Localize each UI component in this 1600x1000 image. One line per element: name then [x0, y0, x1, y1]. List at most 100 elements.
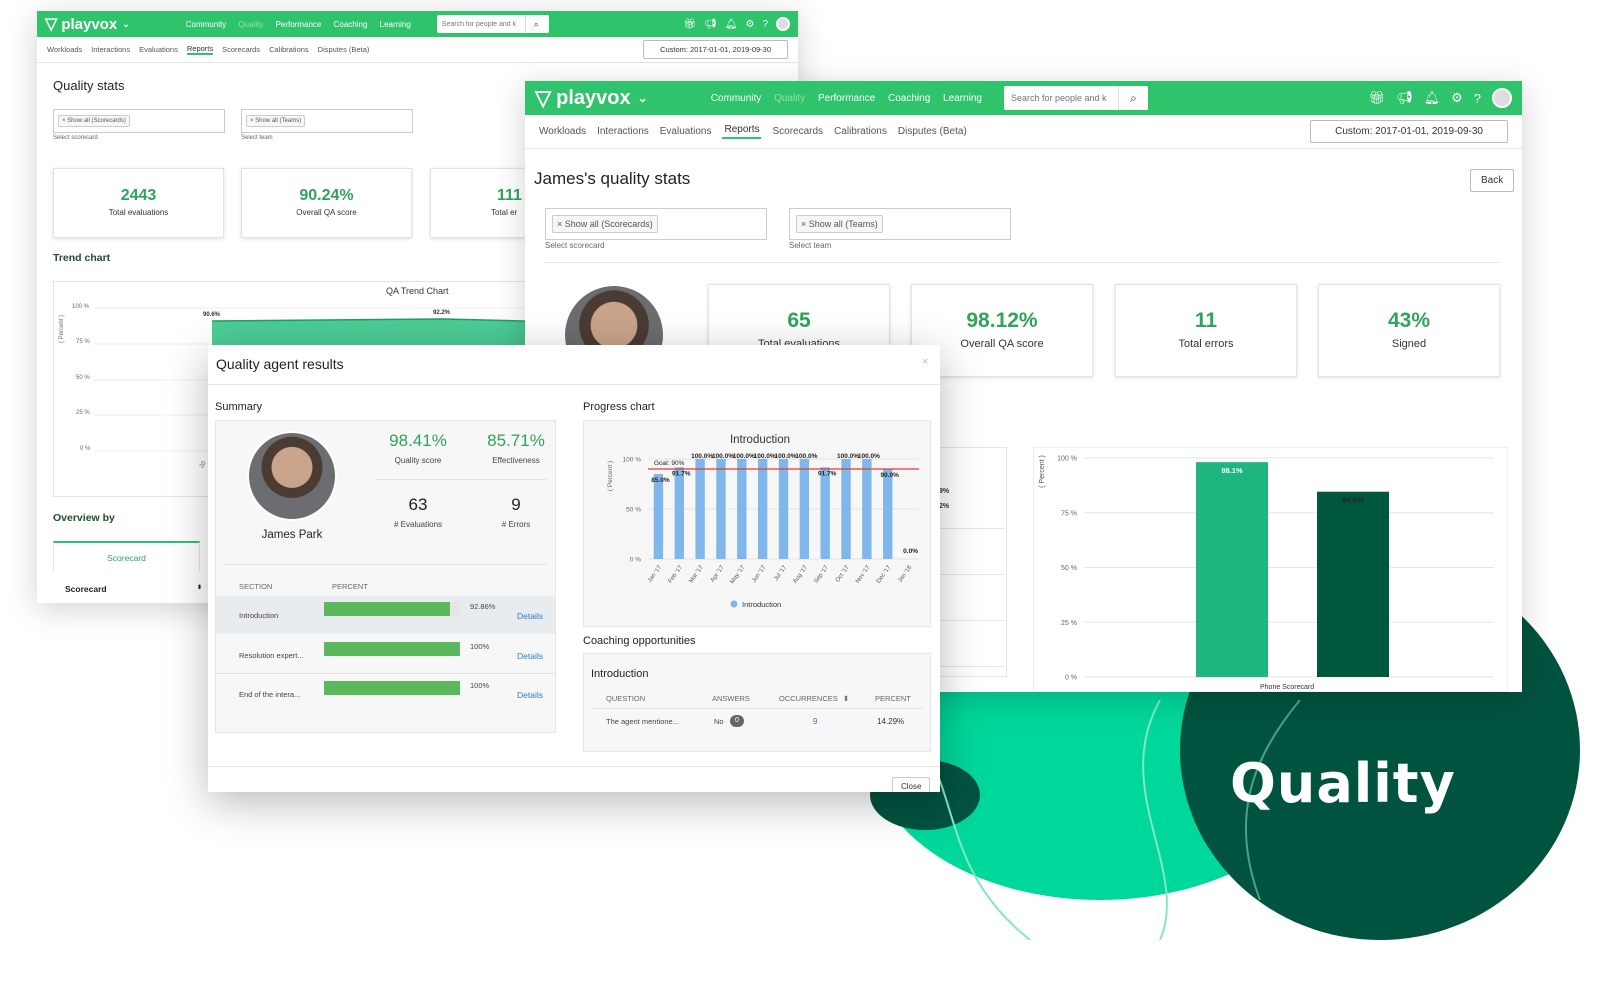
data-label: 85.0% [651, 477, 670, 484]
section-row[interactable]: End of the intera... 100% Details [216, 675, 555, 713]
stat-value: 90.24% [299, 187, 354, 204]
help-icon[interactable]: ? [762, 18, 768, 30]
sort-icon[interactable]: ⬍ [197, 585, 203, 591]
section-row[interactable]: Introduction 92.86% Details [216, 596, 555, 634]
search-icon[interactable]: ⌕ [1117, 86, 1148, 110]
close-icon[interactable]: × [922, 356, 929, 368]
help-icon[interactable]: ? [1473, 90, 1481, 106]
agent-name: James Park [261, 529, 323, 541]
bell-icon[interactable]: 🔔︎ [724, 18, 738, 30]
quality-score-label: Quality score [394, 456, 442, 465]
errors-label: # Errors [501, 520, 531, 529]
scorecard-chip[interactable]: × Show all (Scorecards) [58, 115, 130, 127]
coaching-occurrences[interactable]: 9 [813, 717, 818, 726]
nav-learning[interactable]: Learning [379, 19, 411, 29]
team-filter[interactable]: × Show all (Teams) [789, 208, 1011, 240]
subnav-interactions[interactable]: Interactions [91, 45, 131, 54]
bar [841, 459, 851, 559]
playvox-logo[interactable]: ▽ playvox ⌄ [535, 86, 648, 111]
x-tick-label: Sep '17 [813, 564, 830, 585]
gift-icon[interactable]: 🎁︎ [683, 18, 697, 30]
stat-card-overall-qa: 98.12% Overall QA score [911, 284, 1093, 377]
playvox-logo[interactable]: ▽ playvox ⌄ [45, 14, 130, 34]
data-label: 90.0% [881, 472, 900, 479]
data-label: 91.7% [672, 470, 691, 477]
x-tick-label: Feb '17 [668, 564, 685, 584]
y-tick-label: 100 % [623, 457, 642, 464]
megaphone-icon[interactable]: 📢︎ [1396, 90, 1413, 105]
nav-quality[interactable]: Quality [774, 92, 806, 104]
subnav-evaluations[interactable]: Evaluations [659, 126, 712, 137]
sort-icon[interactable]: ⬍ [842, 694, 850, 703]
section-percent: 92.86% [470, 602, 496, 611]
x-tick-label: Oct '17 [835, 564, 851, 583]
nav-performance[interactable]: Performance [275, 19, 322, 29]
bar [716, 459, 726, 559]
details-link[interactable]: Details [517, 611, 543, 621]
scorecard-chip[interactable]: × Show all (Scorecards) [552, 215, 658, 233]
y-tick-label: 75 % [1061, 510, 1077, 517]
scorecard-filter[interactable]: × Show all (Scorecards) [53, 109, 225, 133]
occurrences-header[interactable]: OCCURRENCES ⬍ [779, 694, 849, 703]
x-tick-label: May '17 [730, 564, 747, 585]
agent-photo [247, 431, 337, 521]
search-input[interactable] [436, 20, 525, 28]
megaphone-icon[interactable]: 📢︎ [704, 18, 717, 30]
subnav-calibrations[interactable]: Calibrations [834, 126, 887, 137]
user-avatar[interactable] [1492, 88, 1512, 108]
nav-coaching[interactable]: Coaching [888, 92, 931, 104]
logo-v-icon: ▽ [535, 86, 552, 110]
bar [820, 467, 830, 559]
team-chip[interactable]: × Show all (Teams) [796, 215, 883, 233]
nav-learning[interactable]: Learning [943, 92, 982, 104]
team-filter[interactable]: × Show all (Teams) [241, 109, 413, 133]
back-button[interactable]: Back [1470, 169, 1515, 192]
subnav-reports[interactable]: Reports [722, 124, 762, 139]
gear-icon[interactable]: ⚙ [1451, 90, 1463, 105]
nav-coaching[interactable]: Coaching [333, 19, 368, 29]
subnav-calibrations[interactable]: Calibrations [269, 45, 309, 54]
stat-label: Overall QA score [296, 208, 357, 217]
user-avatar[interactable] [776, 17, 790, 31]
search-input[interactable] [1003, 93, 1118, 103]
coaching-percent: 14.29% [877, 717, 905, 726]
subnav-reports[interactable]: Reports [186, 44, 214, 55]
gear-icon[interactable]: ⚙ [745, 18, 755, 30]
details-link[interactable]: Details [517, 651, 543, 661]
nav-community[interactable]: Community [185, 19, 227, 29]
date-range-button[interactable]: Custom: 2017-01-01, 2019-09-30 [643, 40, 788, 59]
nav-quality[interactable]: Quality [238, 19, 264, 29]
subnav-disputes[interactable]: Disputes (Beta) [897, 126, 967, 137]
subnav-evaluations[interactable]: Evaluations [139, 45, 178, 54]
nav-performance[interactable]: Performance [817, 92, 876, 104]
bell-icon[interactable]: 🔔︎ [1423, 90, 1441, 105]
x-tick-label: Apr '17 [710, 564, 726, 583]
subnav-scorecards[interactable]: Scorecards [222, 45, 261, 54]
team-chip[interactable]: × Show all (Teams) [246, 115, 306, 127]
details-link[interactable]: Details [517, 690, 543, 700]
x-tick-label: Dec '17 [876, 564, 893, 584]
subnav-workloads[interactable]: Workloads [539, 126, 587, 137]
subnav-workloads[interactable]: Workloads [47, 45, 83, 54]
gift-icon[interactable]: 🎁︎ [1368, 90, 1386, 105]
coaching-section-title: Introduction [591, 668, 649, 680]
section-percent: 100% [470, 681, 490, 690]
subnav-interactions[interactable]: Interactions [597, 126, 649, 137]
team-filter-label: Select team [789, 241, 832, 250]
subnav-disputes[interactable]: Disputes (Beta) [317, 45, 370, 54]
section-row[interactable]: Resolution expert... 100% Details [216, 636, 555, 674]
scorecard-bar-chart: ( Percent ) 100 % 75 % 50 % 25 % 0 % 98.1% 84.… [1033, 447, 1508, 692]
data-label: 100.0% [837, 453, 859, 460]
trend-point-label: 92.2% [433, 310, 451, 316]
overview-column-header[interactable]: Scorecard ⬍ [65, 584, 205, 594]
row-divider [935, 574, 1005, 575]
nav-community[interactable]: Community [710, 92, 762, 104]
close-button[interactable]: Close [892, 777, 931, 792]
scorecard-filter[interactable]: × Show all (Scorecards) [545, 208, 767, 240]
search-icon[interactable]: ⌕ [524, 15, 547, 33]
overview-tab-scorecard[interactable]: Scorecard [53, 541, 200, 571]
effectiveness-value: 85.71% [487, 431, 545, 450]
scorecard-chip-label: Show all (Scorecards) [564, 219, 653, 229]
subnav-scorecards[interactable]: Scorecards [772, 126, 824, 137]
date-range-button[interactable]: Custom: 2017-01-01, 2019-09-30 [1310, 120, 1508, 143]
